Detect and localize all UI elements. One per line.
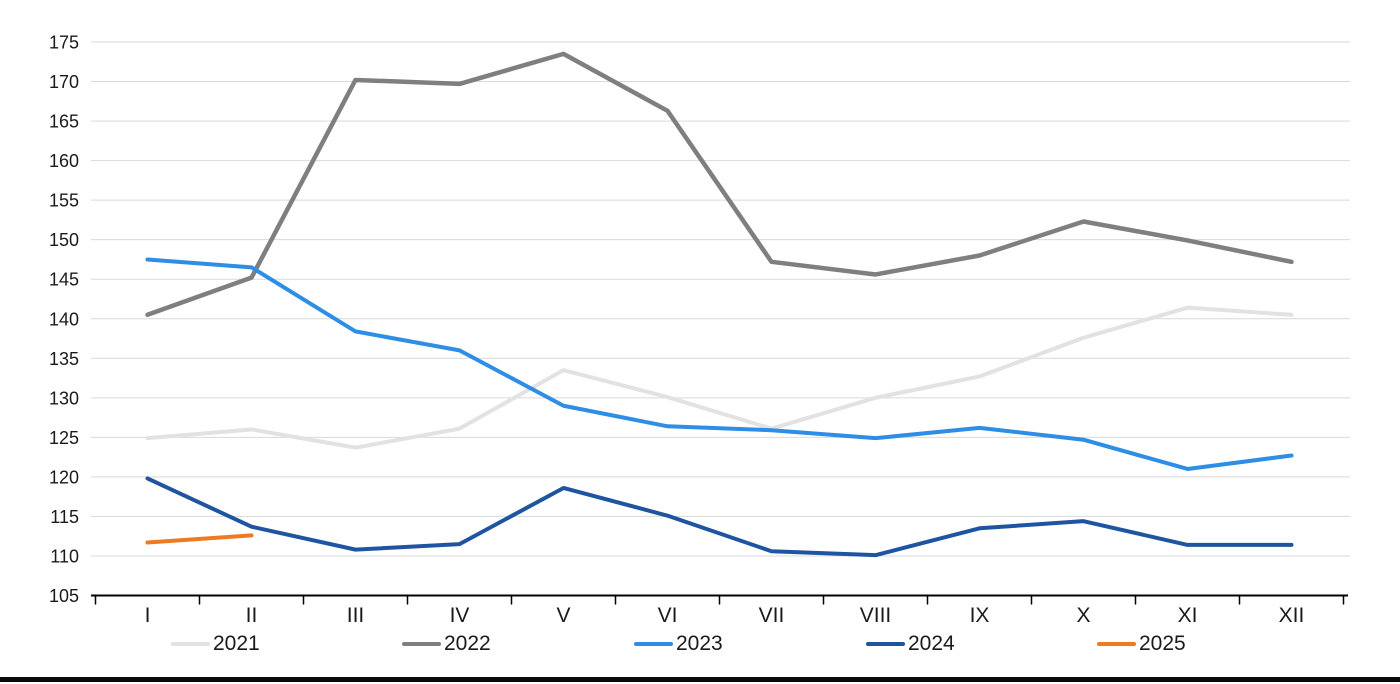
y-tick-label: 160	[49, 151, 79, 171]
legend-item-2024: 2024	[866, 631, 955, 657]
y-tick-label: 120	[49, 467, 79, 487]
y-tick-label: 105	[49, 586, 79, 606]
y-tick-label: 150	[49, 230, 79, 250]
legend-swatch-2021	[171, 642, 210, 646]
x-tick-label: IX	[970, 604, 990, 627]
series-line-2021	[145, 305, 1294, 450]
x-tick-label: III	[347, 604, 365, 627]
y-tick-label: 145	[49, 270, 79, 290]
x-tick-label: V	[556, 604, 570, 627]
y-tick-label: 135	[49, 349, 79, 369]
legend-swatch-2024	[866, 642, 905, 646]
x-tick-label: VI	[658, 604, 678, 627]
y-tick-label: 140	[49, 309, 79, 329]
x-tick-label: XII	[1279, 604, 1305, 627]
y-tick-label: 125	[49, 428, 79, 448]
legend-item-2023: 2023	[634, 631, 723, 657]
series-line-2025	[145, 533, 254, 545]
series-line-2022	[145, 51, 1294, 318]
legend-label-2021: 2021	[213, 632, 260, 655]
plot-area: 105 110 115 120 125 130 135 140 145 150 155 160 165 1…	[49, 33, 1350, 627]
x-tick-label: IV	[450, 604, 470, 627]
legend-item-2022: 2022	[402, 631, 491, 657]
x-tick-label: VIII	[860, 604, 892, 627]
x-tick-label: I	[145, 604, 151, 627]
chart-legend: 2021 2022 2023 2024 2025	[0, 631, 1400, 657]
y-tick-label: 165	[49, 112, 79, 132]
bottom-border	[0, 677, 1400, 682]
legend-label-2023: 2023	[676, 632, 723, 655]
x-tick-label: X	[1076, 604, 1090, 627]
x-tick-label: II	[246, 604, 258, 627]
legend-item-2021: 2021	[171, 631, 260, 657]
series-line-2023	[145, 257, 1294, 471]
legend-swatch-2025	[1097, 642, 1136, 646]
y-tick-label: 115	[50, 507, 79, 527]
series-line-2024	[145, 476, 1294, 558]
legend-swatch-2022	[402, 642, 441, 646]
y-tick-label: 130	[49, 388, 79, 408]
legend-label-2025: 2025	[1139, 632, 1186, 655]
x-tick-label: VII	[759, 604, 785, 627]
y-tick-label: 110	[50, 546, 79, 566]
legend-swatch-2023	[634, 642, 673, 646]
y-tick-label: 175	[49, 33, 79, 53]
y-tick-label: 155	[49, 191, 79, 211]
legend-item-2025: 2025	[1097, 631, 1186, 657]
y-tick-label: 170	[49, 72, 79, 92]
x-tick-label: XI	[1178, 604, 1198, 627]
legend-label-2022: 2022	[444, 632, 491, 655]
legend-label-2024: 2024	[908, 632, 955, 655]
